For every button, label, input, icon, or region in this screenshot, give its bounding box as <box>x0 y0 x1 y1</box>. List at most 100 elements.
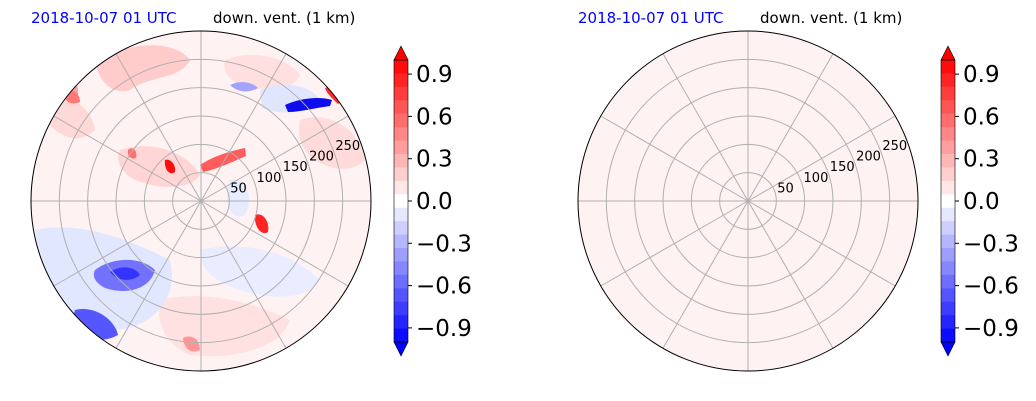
left-colorbar: 0.9 0.6 0.3 0.0 −0.3 −0.6 −0.9 <box>393 45 472 357</box>
colorbar-swatch <box>394 60 408 74</box>
right-polar-grid <box>578 31 918 371</box>
radial-line <box>662 53 749 202</box>
ring-label: 150 <box>283 160 308 175</box>
right-panel: 2018-10-07 01 UTC down. vent. (1 km) 50 1… <box>577 9 1019 372</box>
colorbar-tick-label: 0.3 <box>416 147 453 173</box>
radial-line <box>115 53 202 202</box>
colorbar-swatch <box>394 301 408 316</box>
colorbar-swatch <box>394 167 408 182</box>
right-colorbar: 0.9 0.6 0.3 0.0 −0.3 −0.6 −0.9 <box>940 45 1019 357</box>
radial-line <box>747 115 896 202</box>
colorbar-tick-label: 0.9 <box>416 62 453 88</box>
radial-line <box>200 115 349 202</box>
field-patch <box>224 55 300 90</box>
radial-line <box>600 200 749 287</box>
colorbar-extend-min <box>940 341 956 357</box>
colorbar-swatch <box>394 315 408 330</box>
ring-label: 150 <box>830 160 855 175</box>
left-colorbar-ticks: 0.9 0.6 0.3 0.0 −0.3 −0.6 −0.9 <box>408 62 472 342</box>
right-title-time: 2018-10-07 01 UTC <box>578 9 724 27</box>
field-patch <box>95 45 190 92</box>
radial-line <box>747 200 834 349</box>
right-plot-border <box>577 30 919 372</box>
colorbar-tick-label: −0.3 <box>416 231 472 257</box>
field-patch <box>230 82 258 92</box>
colorbar-swatch <box>941 274 955 289</box>
colorbar-swatch <box>394 328 408 343</box>
right-title-variable: down. vent. (1 km) <box>760 9 902 27</box>
ring-label: 50 <box>777 181 794 196</box>
radial-line <box>600 115 749 202</box>
field-patch <box>118 146 200 187</box>
radial-line <box>200 200 349 287</box>
field-patch <box>227 179 250 217</box>
colorbar-tick-label: 0.0 <box>416 189 453 215</box>
left-colorbar-swatches <box>393 45 409 357</box>
colorbar-swatch <box>941 60 955 74</box>
left-panel: 2018-10-07 01 UTC down. vent. (1 km) <box>30 9 472 372</box>
left-plot-border <box>30 30 372 372</box>
colorbar-swatch <box>394 113 408 128</box>
colorbar-tick-label: −0.3 <box>963 231 1019 257</box>
field-patch <box>285 97 332 112</box>
colorbar-tick-label: 0.3 <box>963 147 1000 173</box>
colorbar-swatch <box>941 127 955 142</box>
colorbar-swatch <box>394 234 408 249</box>
colorbar-swatch <box>941 328 955 343</box>
colorbar-swatch <box>941 86 955 101</box>
colorbar-swatch <box>394 221 408 236</box>
colorbar-swatch <box>941 167 955 182</box>
colorbar-tick-label: −0.9 <box>416 316 472 342</box>
colorbar-tick-label: −0.9 <box>963 316 1019 342</box>
colorbar-swatch <box>941 315 955 330</box>
colorbar-tick-label: −0.6 <box>963 274 1019 300</box>
colorbar-swatch <box>941 194 955 209</box>
colorbar-tick-label: 0.0 <box>963 189 1000 215</box>
colorbar-swatch <box>394 86 408 101</box>
ring-label: 100 <box>257 171 282 186</box>
field-patch <box>183 336 200 352</box>
field-patch <box>110 267 140 280</box>
ring-label: 250 <box>335 139 360 154</box>
colorbar-swatch <box>941 248 955 262</box>
field-patch <box>298 117 365 169</box>
colorbar-swatch <box>941 288 955 303</box>
radial-line <box>53 115 202 202</box>
field-patch <box>127 148 137 159</box>
radial-line <box>53 200 202 287</box>
ring-label: 50 <box>230 181 247 196</box>
ring-label: 250 <box>882 139 907 154</box>
colorbar-swatch <box>941 113 955 128</box>
colorbar-swatch <box>941 207 955 222</box>
colorbar-swatch <box>941 234 955 249</box>
colorbar-swatch <box>394 180 408 195</box>
colorbar-swatch <box>394 248 408 262</box>
field-patch <box>200 246 320 297</box>
colorbar-swatch <box>941 100 955 115</box>
colorbar-swatch <box>394 288 408 303</box>
colorbar-swatch <box>394 73 408 88</box>
radial-line <box>747 53 834 202</box>
colorbar-swatch <box>941 73 955 88</box>
colorbar-tick-label: 0.9 <box>963 62 1000 88</box>
right-colorbar-ticks: 0.9 0.6 0.3 0.0 −0.3 −0.6 −0.9 <box>955 62 1019 342</box>
colorbar-swatch <box>394 194 408 209</box>
colorbar-swatch <box>941 261 955 276</box>
field-patch <box>200 148 246 172</box>
colorbar-extend-max <box>940 45 956 61</box>
field-patch <box>164 159 176 174</box>
colorbar-swatch <box>394 154 408 168</box>
colorbar-swatch <box>394 274 408 289</box>
colorbar-tick-label: −0.6 <box>416 274 472 300</box>
left-title-variable: down. vent. (1 km) <box>213 9 355 27</box>
field-patch <box>254 214 269 234</box>
colorbar-swatch <box>394 261 408 276</box>
radial-line <box>200 53 287 202</box>
colorbar-swatch <box>941 180 955 195</box>
colorbar-extend-min <box>393 341 409 357</box>
colorbar-swatch <box>941 301 955 316</box>
